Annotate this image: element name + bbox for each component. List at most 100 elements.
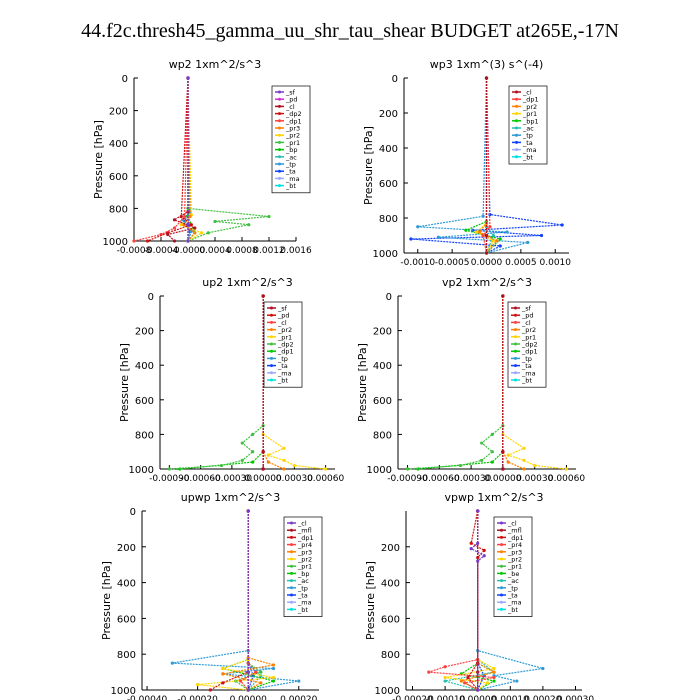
series-point xyxy=(266,453,270,457)
legend-label: _dp1 xyxy=(521,348,538,356)
series-line xyxy=(485,78,495,254)
legend-marker xyxy=(270,349,273,353)
legend-label: _pr2 xyxy=(521,326,536,334)
legend-marker xyxy=(515,104,518,108)
series-point xyxy=(259,670,263,674)
legend-marker xyxy=(290,528,293,532)
x-tick-label: 0.00010 xyxy=(492,695,529,700)
series-point xyxy=(172,239,177,243)
legend-label: _tp xyxy=(277,355,288,363)
legend-label: _ma xyxy=(297,599,312,607)
legend-label: _sf xyxy=(277,305,288,313)
series-point xyxy=(246,661,250,665)
y-tick-label: 800 xyxy=(379,214,398,225)
series-point xyxy=(251,432,255,436)
x-tick-label: 0.0016 xyxy=(280,246,312,256)
legend-label: _tp xyxy=(297,584,308,592)
legend-marker xyxy=(290,550,293,554)
legend-label: _ta xyxy=(507,592,518,600)
series-point xyxy=(492,675,496,680)
series-point xyxy=(541,666,545,671)
series-point xyxy=(267,214,271,219)
y-tick-label: 600 xyxy=(379,179,398,190)
legend-label: _pd xyxy=(285,96,298,104)
series-point xyxy=(436,235,440,239)
legend-marker xyxy=(514,328,517,332)
series-point xyxy=(484,251,489,255)
series-point xyxy=(221,666,225,671)
series-point xyxy=(221,681,225,685)
chart-title: wp2 1xm^2/s^3 xyxy=(169,58,262,71)
legend-marker xyxy=(500,521,503,525)
legend-label: _ma xyxy=(521,369,536,377)
x-tick-label: -0.00040 xyxy=(127,695,168,700)
y-tick-label: 0 xyxy=(386,292,392,303)
series-point xyxy=(526,240,530,245)
legend-label: _mfl xyxy=(507,527,522,535)
legend-label: _ta xyxy=(277,362,288,370)
y-tick-label: 400 xyxy=(381,579,400,590)
series-point xyxy=(482,548,486,552)
series-line xyxy=(477,511,544,691)
x-tick-label: 0.00030 xyxy=(276,474,313,484)
x-tick-label: 0.0012 xyxy=(253,246,285,256)
series-line xyxy=(197,511,274,691)
legend-label: _cl xyxy=(297,520,307,528)
series-point xyxy=(188,214,192,219)
legend-label: _dp2 xyxy=(521,341,538,349)
legend-marker xyxy=(500,600,503,604)
series-line xyxy=(444,511,496,691)
x-tick-label: 0.00030 xyxy=(516,474,553,484)
chart-panel-1: wp3 1xm^(3) s^(-4)02004006008001000-0.00… xyxy=(362,58,571,268)
legend-label: _sf xyxy=(521,305,532,313)
legend-marker xyxy=(290,564,293,568)
legend-label: _ma xyxy=(285,175,300,183)
y-axis-label: Pressure [hPa] xyxy=(100,561,113,640)
x-tick-label: -0.0004 xyxy=(144,246,179,256)
series-line xyxy=(407,296,504,470)
series-point xyxy=(271,679,276,683)
x-tick-label: 0.00020 xyxy=(280,695,317,700)
series-point xyxy=(186,239,190,243)
series-point xyxy=(505,230,509,234)
series-line xyxy=(187,78,270,242)
series-point xyxy=(189,229,193,233)
y-tick-label: 1000 xyxy=(129,465,154,476)
legend-label: _dp1 xyxy=(297,534,314,542)
series-line xyxy=(459,511,496,691)
chart-title: wp3 1xm^(3) s^(-4) xyxy=(430,58,544,71)
series-point xyxy=(522,467,526,471)
series-line xyxy=(169,296,264,470)
series-point xyxy=(491,233,495,238)
y-tick-label: 200 xyxy=(381,543,400,554)
series-point xyxy=(416,225,420,229)
legend-marker xyxy=(515,155,518,159)
y-tick-label: 800 xyxy=(373,430,392,441)
legend-label: _bp xyxy=(297,570,310,578)
series-point xyxy=(324,467,328,471)
series-point xyxy=(515,679,519,683)
x-tick-label: -0.00020 xyxy=(177,695,218,700)
x-tick-label: 0.00000 xyxy=(484,474,521,484)
series-point xyxy=(193,231,197,235)
legend-label: _pd xyxy=(521,312,534,320)
legend-marker xyxy=(278,133,281,137)
x-tick-label: 0.0000 xyxy=(471,258,503,268)
chart-panel-5: vpwp 1xm^2/s^3 200 400 600 800 1000-0.00020-0… xyxy=(364,491,594,700)
legend-label: _cl xyxy=(521,319,531,327)
series-point xyxy=(481,233,485,238)
legend-box xyxy=(271,85,311,194)
series-point xyxy=(443,679,447,683)
legend-label: _ta xyxy=(521,362,532,370)
legend-label: _cl xyxy=(285,103,295,111)
series-point xyxy=(466,675,470,680)
legend-marker xyxy=(514,356,517,360)
legend-label: _pr1 xyxy=(285,139,300,147)
legend-label: _ma xyxy=(522,146,537,154)
y-tick-label: 1000 xyxy=(367,465,392,476)
series-point xyxy=(297,679,301,683)
series-point xyxy=(240,458,244,462)
legend-marker xyxy=(500,528,503,532)
series-point xyxy=(292,463,296,468)
legend-label: _pd xyxy=(277,312,290,320)
